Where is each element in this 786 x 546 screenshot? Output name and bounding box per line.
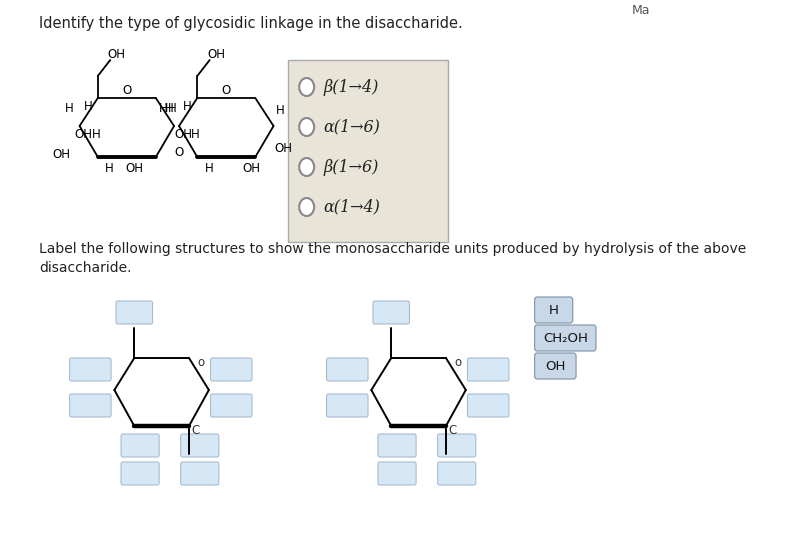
Text: Identify the type of glycosidic linkage in the disaccharide.: Identify the type of glycosidic linkage … [39, 16, 463, 31]
Text: C: C [449, 424, 457, 436]
Text: α(1→6): α(1→6) [323, 118, 380, 135]
FancyBboxPatch shape [211, 358, 252, 381]
Text: OH: OH [53, 147, 70, 161]
FancyBboxPatch shape [116, 301, 152, 324]
FancyBboxPatch shape [438, 462, 476, 485]
FancyBboxPatch shape [121, 462, 159, 485]
Text: OH: OH [108, 48, 126, 61]
FancyBboxPatch shape [373, 301, 410, 324]
Circle shape [299, 158, 314, 176]
Text: o: o [454, 355, 461, 369]
FancyBboxPatch shape [70, 358, 111, 381]
FancyBboxPatch shape [121, 434, 159, 457]
Text: H: H [65, 102, 74, 115]
Text: Ma: Ma [632, 4, 650, 17]
Text: H: H [165, 102, 174, 115]
Text: H: H [549, 304, 559, 317]
Text: C: C [192, 424, 200, 436]
Text: Label the following structures to show the monosaccharide units produced by hydr: Label the following structures to show t… [39, 242, 746, 276]
Text: β(1→4): β(1→4) [323, 79, 379, 96]
FancyBboxPatch shape [468, 394, 509, 417]
FancyBboxPatch shape [534, 297, 573, 323]
Text: H: H [92, 128, 101, 140]
Text: O: O [222, 85, 231, 98]
Text: β(1→6): β(1→6) [323, 158, 379, 175]
Text: O: O [174, 145, 184, 158]
Text: H: H [191, 128, 200, 140]
FancyBboxPatch shape [326, 358, 368, 381]
FancyBboxPatch shape [378, 434, 416, 457]
Text: H: H [168, 103, 177, 116]
Text: CH₂OH: CH₂OH [543, 331, 588, 345]
Text: OH: OH [125, 162, 143, 175]
Text: H: H [204, 162, 213, 175]
FancyBboxPatch shape [468, 358, 509, 381]
Circle shape [299, 118, 314, 136]
Text: OH: OH [75, 128, 93, 140]
Text: H: H [183, 100, 192, 114]
Text: H: H [105, 162, 114, 175]
FancyBboxPatch shape [326, 394, 368, 417]
FancyBboxPatch shape [534, 353, 576, 379]
Text: α(1→4): α(1→4) [323, 199, 380, 216]
FancyBboxPatch shape [70, 394, 111, 417]
Text: H: H [159, 102, 167, 115]
Circle shape [299, 78, 314, 96]
Text: OH: OH [545, 359, 565, 372]
FancyBboxPatch shape [288, 60, 447, 242]
Text: OH: OH [242, 162, 260, 175]
FancyBboxPatch shape [378, 462, 416, 485]
Text: OH: OH [174, 128, 192, 140]
Text: O: O [122, 85, 131, 98]
Text: o: o [197, 355, 204, 369]
Circle shape [299, 198, 314, 216]
FancyBboxPatch shape [534, 325, 596, 351]
FancyBboxPatch shape [181, 462, 219, 485]
Text: OH: OH [208, 48, 226, 61]
Text: H: H [83, 100, 92, 114]
Text: H: H [276, 104, 285, 116]
FancyBboxPatch shape [438, 434, 476, 457]
Text: OH: OH [274, 141, 292, 155]
FancyBboxPatch shape [211, 394, 252, 417]
FancyBboxPatch shape [181, 434, 219, 457]
